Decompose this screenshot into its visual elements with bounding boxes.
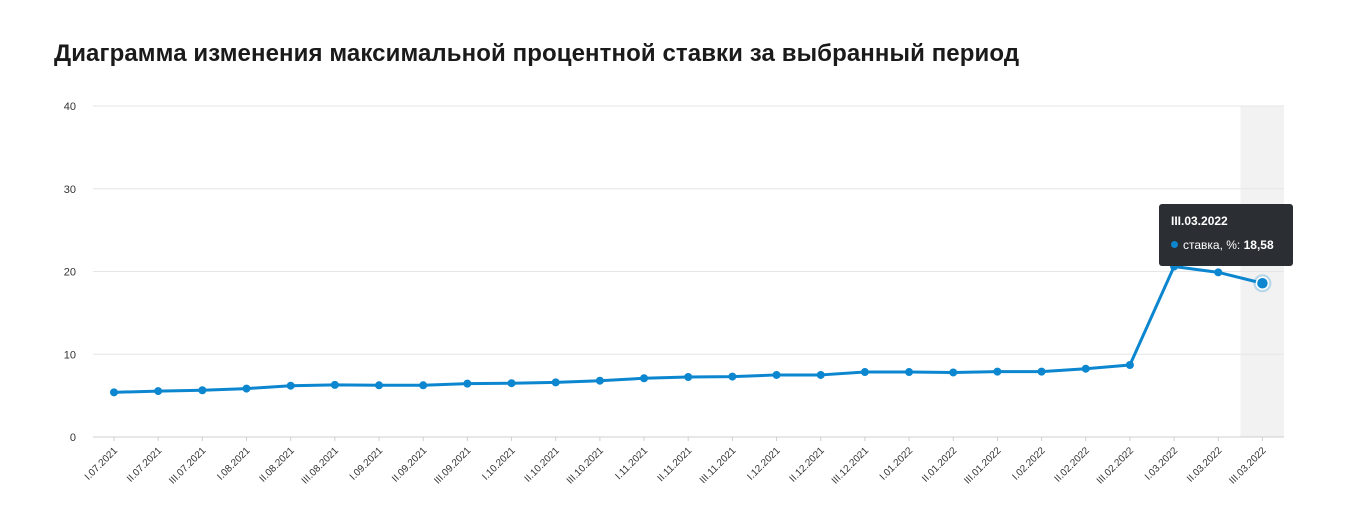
x-tick-label: III.01.2022	[962, 445, 1004, 487]
data-point[interactable]	[551, 378, 560, 387]
data-point[interactable]	[1081, 364, 1090, 373]
data-point[interactable]	[286, 381, 295, 390]
data-point[interactable]	[993, 367, 1002, 376]
data-point[interactable]	[949, 368, 958, 377]
data-point[interactable]	[1214, 268, 1223, 277]
x-tick-label: III.08.2021	[300, 445, 342, 487]
x-tick-label: II.01.2022	[920, 445, 960, 485]
x-tick-label: III.07.2021	[167, 445, 209, 487]
x-tick-label: I.01.2022	[878, 445, 916, 483]
tooltip-title: III.03.2022	[1171, 214, 1228, 228]
x-tick-label: I.07.2021	[83, 445, 121, 483]
tooltip-value: 18,58	[1243, 238, 1274, 252]
data-point[interactable]	[375, 381, 384, 390]
x-tick-label: II.07.2021	[125, 445, 165, 485]
chart-title: Диаграмма изменения максимальной процент…	[54, 40, 1020, 67]
x-tick-label: I.02.2022	[1010, 445, 1048, 483]
x-tick-label: I.12.2021	[745, 445, 783, 483]
x-tick-label: III.11.2021	[698, 445, 739, 486]
y-tick-label: 30	[64, 184, 76, 196]
data-point[interactable]	[507, 379, 516, 388]
x-tick-label: III.03.2022	[1227, 445, 1269, 487]
data-point[interactable]	[728, 372, 737, 381]
data-point[interactable]	[154, 387, 163, 396]
data-point[interactable]	[905, 368, 914, 377]
y-tick-label: 0	[70, 432, 76, 444]
data-point[interactable]	[772, 370, 781, 379]
x-tick-label: II.12.2021	[788, 445, 828, 485]
data-point[interactable]	[1125, 361, 1134, 370]
x-tick-label: II.08.2021	[258, 445, 298, 485]
data-point[interactable]	[860, 368, 869, 377]
data-point-active[interactable]	[1255, 276, 1270, 291]
y-tick-label: 10	[64, 349, 76, 361]
tooltip-series-dot	[1171, 241, 1178, 249]
data-point[interactable]	[463, 379, 472, 388]
x-tick-label: II.02.2022	[1053, 445, 1093, 485]
x-tick-label: II.10.2021	[523, 445, 563, 485]
x-tick-label: I.03.2022	[1143, 445, 1181, 483]
data-point[interactable]	[110, 388, 118, 397]
x-tick-label: II.09.2021	[390, 445, 430, 485]
y-tick-label: 40	[64, 101, 76, 113]
x-tick-label: I.11.2021	[613, 445, 650, 482]
data-point[interactable]	[198, 386, 207, 395]
y-tick-label: 20	[64, 267, 76, 279]
data-point[interactable]	[242, 384, 251, 393]
data-point[interactable]	[1037, 367, 1046, 376]
x-tick-label: I.08.2021	[215, 445, 253, 483]
data-point[interactable]	[595, 376, 604, 385]
data-point[interactable]	[640, 374, 649, 383]
data-point[interactable]	[330, 380, 339, 389]
chart-tooltip: III.03.2022 ставка, %: 18,58	[1159, 204, 1293, 266]
x-tick-label: III.02.2022	[1095, 445, 1137, 487]
data-point[interactable]	[816, 370, 825, 379]
x-tick-label: I.10.2021	[480, 445, 518, 483]
x-tick-label: III.09.2021	[432, 445, 474, 487]
x-tick-label: II.03.2022	[1185, 445, 1225, 485]
x-tick-label: III.12.2021	[830, 445, 872, 487]
x-tick-label: II.11.2021	[656, 445, 695, 484]
x-tick-label: I.09.2021	[348, 445, 386, 483]
data-point[interactable]	[419, 381, 428, 390]
data-point[interactable]	[684, 373, 693, 382]
x-tick-label: III.10.2021	[565, 445, 607, 487]
tooltip-series-label: ставка, %:	[1183, 238, 1241, 252]
